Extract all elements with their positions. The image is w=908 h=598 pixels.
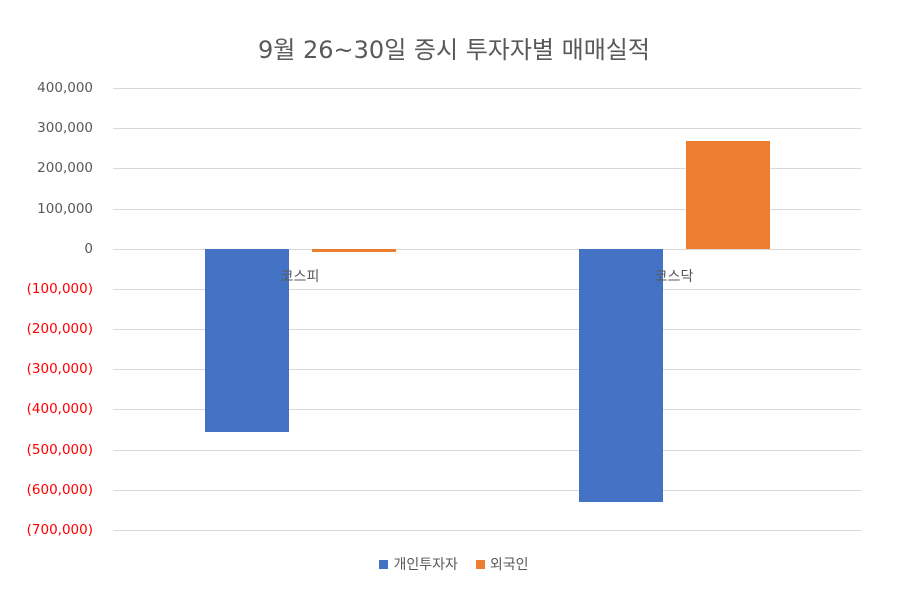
- gridline: [113, 530, 861, 531]
- gridline: [113, 208, 861, 210]
- legend-swatch-icon: [379, 559, 389, 569]
- bar-외국인-코스닥: [685, 141, 770, 249]
- gridline: [113, 409, 861, 411]
- gridline: [113, 168, 861, 170]
- bar-개인투자자-코스닥: [578, 248, 663, 502]
- gridline: [113, 449, 861, 451]
- legend-label: 개인투자자: [393, 557, 458, 573]
- plot-area: 코스피 코스닥: [113, 88, 861, 531]
- gridline: [113, 369, 861, 371]
- y-tick-label: (400,000): [26, 401, 93, 418]
- legend-item: 개인투자자: [379, 554, 458, 574]
- y-tick-label: 100,000: [37, 200, 93, 217]
- gridline: [113, 288, 861, 290]
- y-tick-label: (500,000): [26, 441, 93, 458]
- y-tick-label: 300,000: [37, 120, 93, 137]
- y-tick-label: 200,000: [37, 160, 93, 177]
- category-label: 코스닥: [654, 268, 694, 285]
- gridline: [113, 128, 861, 130]
- gridline: [113, 329, 861, 331]
- y-tick-label: (600,000): [26, 481, 93, 498]
- category-label: 코스피: [280, 268, 320, 285]
- gridline: [113, 248, 861, 250]
- gridline: [113, 489, 861, 491]
- chart-title: 9월 26~30일 증시 투자자별 매매실적: [258, 36, 650, 64]
- legend-swatch-icon: [475, 559, 485, 569]
- y-tick-label: (700,000): [26, 522, 93, 538]
- legend-item: 외국인: [475, 554, 529, 574]
- y-tick-label: (100,000): [26, 280, 93, 297]
- y-tick-label: 400,000: [37, 80, 93, 96]
- y-tick-label: (300,000): [26, 361, 93, 378]
- y-tick-label: 0: [84, 240, 93, 257]
- bar-외국인-코스피: [311, 248, 396, 253]
- y-tick-label: (200,000): [26, 321, 93, 338]
- bar-개인투자자-코스피: [204, 248, 289, 432]
- legend-label: 외국인: [489, 557, 529, 573]
- gridline: [113, 88, 861, 89]
- legend: 개인투자자 외국인: [0, 554, 908, 574]
